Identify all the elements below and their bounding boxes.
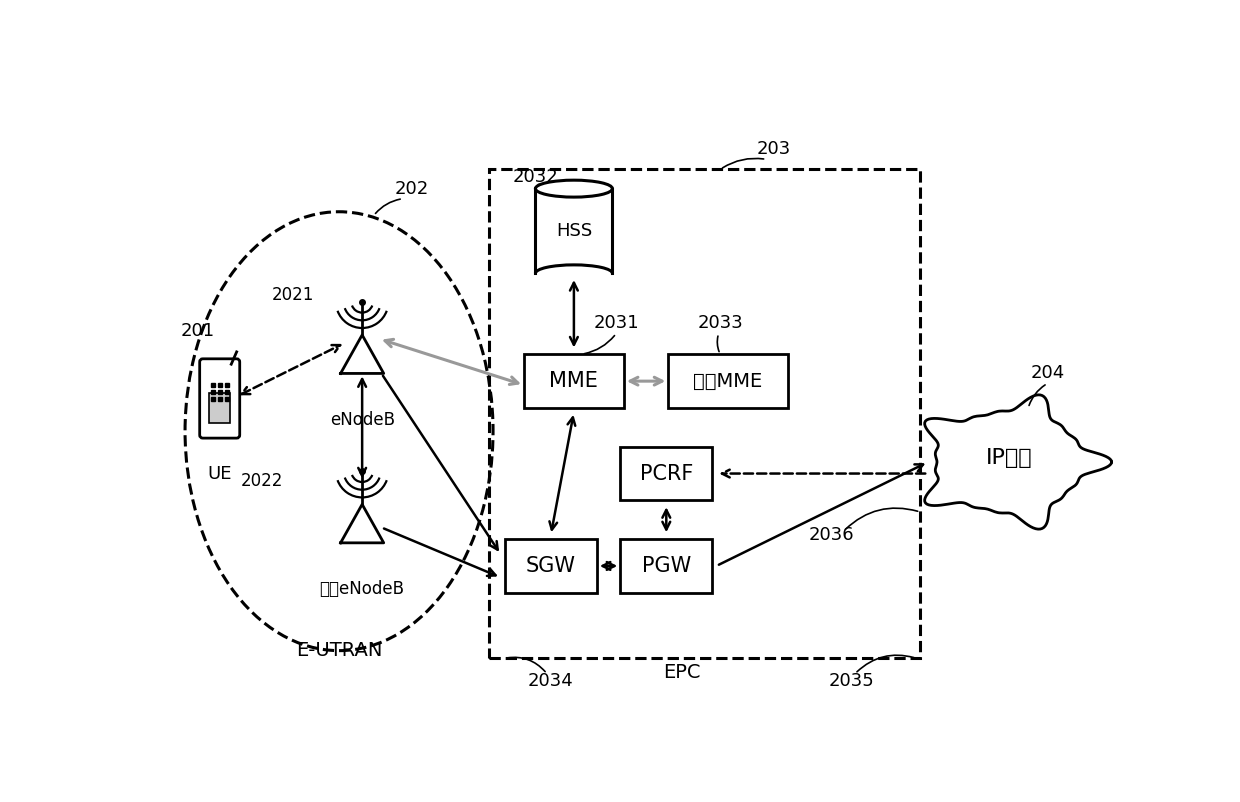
Text: 202: 202 [396,180,429,197]
Text: PGW: PGW [641,556,691,576]
Bar [668,354,787,408]
Polygon shape [341,335,383,374]
Text: SGW: SGW [526,556,575,576]
Bar [523,354,624,408]
Ellipse shape [536,180,613,197]
FancyBboxPatch shape [200,358,239,438]
Text: 201: 201 [181,322,216,340]
Text: HSS: HSS [556,222,591,240]
Text: UE: UE [207,464,232,483]
Polygon shape [341,504,383,543]
Text: 2031: 2031 [594,314,639,332]
Bar [505,539,596,593]
Text: 其它MME: 其它MME [693,371,763,391]
Bar [536,188,613,273]
Text: 2032: 2032 [512,168,558,186]
Text: 2036: 2036 [808,526,854,544]
Text: eNodeB: eNodeB [330,411,394,428]
Text: E-UTRAN: E-UTRAN [296,641,382,660]
Text: 其它eNodeB: 其它eNodeB [320,580,404,598]
Text: 203: 203 [756,140,791,158]
Text: MME: MME [549,371,599,391]
Bar [620,447,713,500]
Text: IP业务: IP业务 [986,448,1032,468]
Bar [490,169,920,658]
Bar [620,539,713,593]
Bar [208,393,231,423]
Text: 2022: 2022 [241,472,283,490]
Text: 2035: 2035 [828,672,874,691]
Text: 2034: 2034 [528,672,574,691]
Polygon shape [925,395,1111,529]
Text: 2033: 2033 [697,314,743,332]
Text: 2021: 2021 [272,286,314,304]
Text: PCRF: PCRF [640,464,693,484]
Text: EPC: EPC [663,662,701,682]
Text: 204: 204 [1030,364,1065,383]
